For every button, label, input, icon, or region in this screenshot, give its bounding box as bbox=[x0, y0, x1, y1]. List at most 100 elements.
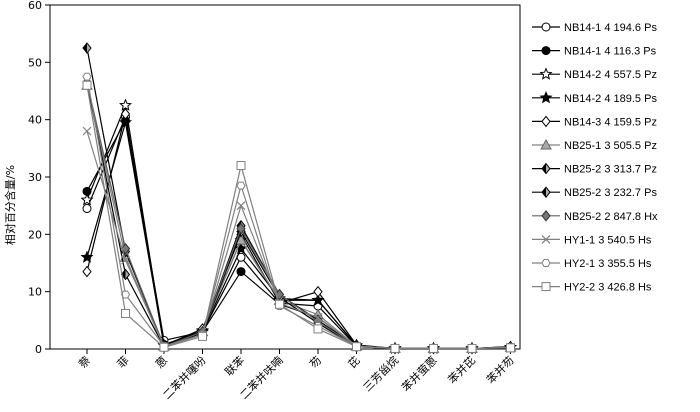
x-tick-label: 菲 bbox=[115, 354, 132, 371]
data-point-half bbox=[83, 43, 87, 53]
x-tick-label: 萘 bbox=[76, 354, 93, 371]
y-tick-label: 40 bbox=[28, 114, 42, 127]
legend-label: HY2-1 3 355.5 Hs bbox=[564, 258, 652, 270]
legend-label: NB25-2 3 232.7 Ps bbox=[564, 187, 657, 199]
data-point bbox=[120, 242, 131, 255]
data-point bbox=[313, 324, 323, 334]
data-point-stroke bbox=[121, 255, 130, 265]
data-point-half bbox=[542, 163, 546, 174]
data-point bbox=[541, 259, 551, 267]
legend-label: NB25-2 3 313.7 Pz bbox=[564, 164, 657, 176]
data-point bbox=[540, 138, 552, 150]
x-tick-label: 苯并芴 bbox=[483, 353, 516, 386]
y-tick-label: 60 bbox=[28, 0, 42, 12]
series-9 bbox=[82, 76, 516, 355]
series-line bbox=[86, 85, 511, 350]
series-6 bbox=[81, 79, 517, 353]
data-point bbox=[429, 343, 438, 353]
legend-item: NB14-2 4 557.5 Pz bbox=[532, 67, 657, 81]
plot-area bbox=[49, 4, 521, 350]
data-point bbox=[120, 268, 131, 281]
legend-item: NB25-1 3 505.5 Pz bbox=[532, 138, 657, 152]
legend-item: NB14-1 4 194.6 Ps bbox=[532, 22, 657, 34]
data-point bbox=[541, 46, 551, 56]
data-point bbox=[120, 290, 131, 299]
y-tick-label: 0 bbox=[35, 343, 42, 356]
data-point bbox=[198, 331, 207, 341]
data-point bbox=[236, 161, 246, 171]
data-point bbox=[82, 42, 92, 54]
x-tick-label: 芴 bbox=[307, 354, 324, 371]
data-point bbox=[541, 22, 551, 32]
data-point bbox=[541, 162, 551, 175]
data-point bbox=[467, 343, 477, 353]
data-point bbox=[236, 181, 246, 190]
data-point-stroke bbox=[541, 234, 551, 244]
data-point bbox=[236, 267, 246, 277]
data-point bbox=[121, 255, 130, 265]
data-point bbox=[541, 209, 551, 222]
data-point bbox=[541, 186, 551, 199]
data-point bbox=[82, 204, 92, 214]
data-point bbox=[82, 265, 92, 278]
data-point bbox=[390, 343, 400, 353]
y-axis-title: 相对百分含量/% bbox=[3, 165, 17, 245]
legend-item: NB25-2 2 847.8 Hx bbox=[532, 209, 658, 223]
series-layer bbox=[80, 42, 517, 355]
x-tick-label: 苯并萤蒽 bbox=[399, 353, 440, 394]
legend-item: HY2-1 3 355.5 Hs bbox=[532, 258, 652, 270]
data-point bbox=[236, 201, 246, 211]
data-point bbox=[313, 285, 323, 298]
x-axis: 萘菲蒽二苯并噻吩 联苯二苯并呋喃芴芘三芳甾烷苯并萤蒽 苯并芘 苯并芴 bbox=[76, 349, 517, 402]
legend-label: NB25-2 2 847.8 Hx bbox=[564, 211, 658, 223]
series-line bbox=[86, 82, 511, 350]
legend-label: NB25-1 3 505.5 Pz bbox=[564, 140, 657, 152]
series-12 bbox=[82, 80, 515, 353]
legend-item: HY1-1 3 540.5 Hs bbox=[532, 234, 652, 246]
data-point bbox=[541, 115, 551, 128]
data-point bbox=[539, 67, 553, 80]
data-point bbox=[121, 308, 130, 318]
legend-item: NB14-2 4 189.5 Ps bbox=[532, 90, 657, 105]
y-tick-label: 10 bbox=[28, 286, 42, 299]
legend-label: NB14-3 4 159.5 Pz bbox=[564, 116, 657, 128]
data-point bbox=[541, 234, 551, 244]
legend-label: NB14-2 4 557.5 Pz bbox=[564, 69, 657, 81]
data-point bbox=[159, 342, 169, 352]
legend-label: HY2-2 3 426.8 Hs bbox=[564, 282, 652, 294]
data-point bbox=[352, 342, 361, 352]
legend-item: NB14-3 4 159.5 Pz bbox=[532, 115, 657, 128]
data-point bbox=[119, 98, 132, 111]
data-point bbox=[82, 80, 92, 90]
y-tick-label: 50 bbox=[28, 56, 42, 69]
data-point bbox=[82, 126, 92, 136]
y-axis: 0 10 20 30 40 50 60 bbox=[28, 0, 50, 356]
data-point-half bbox=[542, 187, 546, 198]
legend-item: NB14-1 4 116.3 Ps bbox=[532, 46, 657, 58]
legend-label: NB14-1 4 194.6 Ps bbox=[564, 22, 657, 34]
x-tick-label: 芘 bbox=[346, 354, 363, 371]
data-point bbox=[311, 293, 325, 306]
x-tick-label: 苯并芘 bbox=[445, 353, 478, 386]
legend-item: NB25-2 3 232.7 Ps bbox=[532, 186, 657, 199]
data-point-stroke bbox=[313, 313, 323, 322]
data-point bbox=[506, 343, 515, 353]
data-point bbox=[313, 313, 323, 322]
x-tick-label: 三芳甾烷 bbox=[360, 353, 401, 394]
data-point bbox=[80, 193, 94, 206]
data-point-stroke bbox=[236, 201, 246, 211]
data-point-stroke bbox=[82, 126, 92, 136]
legend-label: HY1-1 3 540.5 Hs bbox=[564, 234, 652, 246]
y-tick-label: 30 bbox=[28, 171, 42, 184]
y-tick-label: 20 bbox=[28, 228, 42, 241]
legend-item: NB25-2 3 313.7 Pz bbox=[532, 162, 657, 176]
data-point bbox=[236, 222, 246, 235]
data-point bbox=[82, 72, 92, 81]
series-8 bbox=[82, 76, 516, 355]
x-tick-label: 蒽 bbox=[153, 354, 170, 371]
data-point bbox=[275, 299, 284, 309]
data-point bbox=[539, 90, 553, 104]
series-line bbox=[86, 85, 511, 350]
x-tick-label: 联苯 bbox=[222, 353, 247, 378]
